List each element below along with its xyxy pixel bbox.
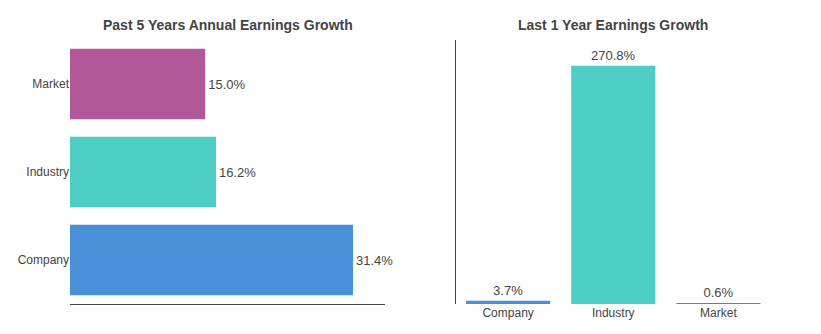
svg-text:Market: Market — [32, 77, 69, 91]
svg-text:Last 1 Year Earnings Growth: Last 1 Year Earnings Growth — [518, 17, 708, 33]
svg-text:16.2%: 16.2% — [219, 165, 256, 180]
svg-text:Past 5 Years Annual Earnings G: Past 5 Years Annual Earnings Growth — [103, 17, 353, 33]
svg-text:Industry: Industry — [26, 165, 69, 179]
svg-text:Company: Company — [18, 253, 69, 267]
svg-text:Market: Market — [700, 306, 737, 320]
svg-text:Industry: Industry — [592, 306, 635, 320]
svg-text:15.0%: 15.0% — [208, 77, 245, 92]
svg-text:3.7%: 3.7% — [493, 283, 523, 298]
svg-text:31.4%: 31.4% — [356, 253, 393, 268]
svg-text:Company: Company — [482, 306, 533, 320]
svg-text:0.6%: 0.6% — [703, 285, 733, 300]
svg-text:270.8%: 270.8% — [591, 48, 636, 63]
